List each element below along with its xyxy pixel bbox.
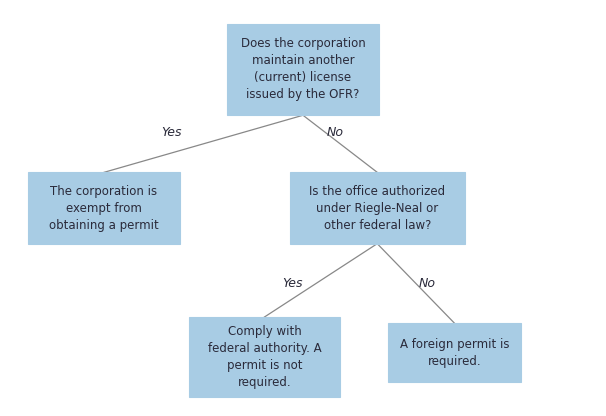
- Text: Yes: Yes: [282, 277, 303, 290]
- FancyBboxPatch shape: [227, 24, 379, 115]
- FancyBboxPatch shape: [188, 317, 340, 396]
- Text: Yes: Yes: [161, 126, 181, 139]
- Text: Does the corporation
maintain another
(current) license
issued by the OFR?: Does the corporation maintain another (c…: [241, 37, 365, 102]
- Text: No: No: [419, 277, 436, 290]
- Text: No: No: [327, 126, 344, 139]
- Text: The corporation is
exempt from
obtaining a permit: The corporation is exempt from obtaining…: [49, 185, 159, 231]
- Text: Is the office authorized
under Riegle-Neal or
other federal law?: Is the office authorized under Riegle-Ne…: [309, 185, 445, 231]
- FancyBboxPatch shape: [290, 172, 465, 244]
- FancyBboxPatch shape: [388, 323, 521, 382]
- FancyBboxPatch shape: [28, 172, 180, 244]
- Text: A foreign permit is
required.: A foreign permit is required.: [400, 338, 509, 368]
- Text: Comply with
federal authority. A
permit is not
required.: Comply with federal authority. A permit …: [208, 325, 321, 389]
